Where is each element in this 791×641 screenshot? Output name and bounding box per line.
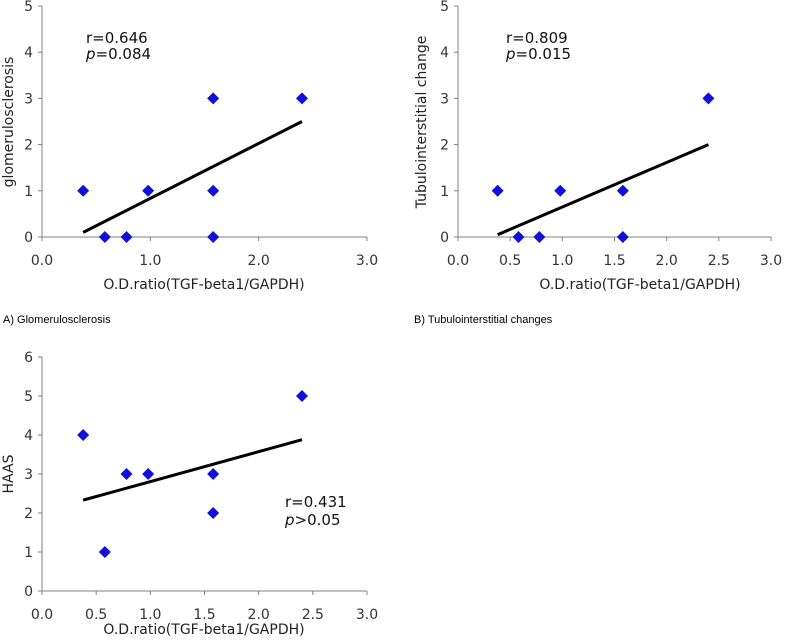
y-tick-label: 5 [24, 389, 33, 405]
panel-b-y-ticks: 0 1 2 3 4 5 [440, 0, 458, 246]
data-point-diamond [616, 231, 629, 243]
data-point-diamond [98, 231, 111, 243]
x-tick-label: 1.0 [551, 253, 573, 269]
x-tick-label: 2.5 [302, 607, 324, 623]
data-point-diamond [296, 92, 308, 105]
x-tick-label: 2.0 [248, 607, 270, 623]
data-point-diamond [77, 429, 90, 441]
x-tick-label: 0.5 [499, 253, 521, 269]
panel-a-y-axis-title: glomerulosclerosis [1, 57, 17, 188]
panel-b-trendline [497, 143, 709, 237]
panel-b-r-value: r=0.809 [506, 29, 568, 47]
panel-a-p-symbol: p [85, 45, 96, 63]
panel-a-x-axis-title: O.D.ratio(TGF-beta1/GAPDH) [103, 277, 304, 293]
y-tick-label: 1 [440, 184, 449, 200]
y-tick-label: 3 [440, 91, 449, 107]
panel-b-x-axis-title: O.D.ratio(TGF-beta1/GAPDH) [539, 277, 740, 293]
panel-c-p-symbol: p [284, 511, 295, 529]
panel-c-y-axis-title: HAAS [1, 454, 17, 493]
panel-a-caption: A) Glomerulosclerosis [3, 314, 111, 326]
panel-a-r-value: r=0.646 [86, 29, 148, 47]
y-tick-label: 4 [24, 45, 33, 61]
data-point-diamond [77, 184, 90, 197]
y-tick-label: 3 [24, 91, 33, 107]
panel-c-chart: 0 1 2 3 4 5 6 0.0 0.5 1.0 1.5 2.0 2.5 3.0 HAAS O.D.r… [1, 350, 378, 638]
y-tick-label: 1 [24, 545, 33, 561]
data-point-diamond [616, 184, 629, 197]
panel-a-y-ticks: 0 1 2 3 4 5 [24, 0, 42, 246]
panel-b-x-ticks: 0.0 0.5 1.0 1.5 2.0 2.5 3.0 [447, 237, 782, 269]
x-tick-label: 3.0 [356, 607, 378, 623]
x-tick-label: 0.0 [31, 607, 53, 623]
panel-c-p-value: p>0.05 [284, 511, 341, 529]
x-tick-label: 3.0 [760, 253, 782, 269]
x-tick-label: 1.0 [139, 607, 161, 623]
y-tick-label: 4 [440, 45, 449, 61]
panel-a-x-ticks: 0.0 1.0 2.0 3.0 [31, 237, 378, 269]
data-point-diamond [98, 546, 111, 558]
y-tick-label: 0 [24, 584, 33, 600]
panel-c-y-ticks: 0 1 2 3 4 5 6 [24, 350, 42, 600]
y-tick-label: 0 [440, 230, 449, 246]
data-point-diamond [207, 231, 220, 243]
x-tick-label: 0.0 [31, 253, 53, 269]
panel-a-p-value: p=0.084 [85, 45, 151, 63]
data-point-diamond [142, 468, 155, 480]
data-point-diamond [207, 184, 220, 197]
data-point-diamond [120, 468, 133, 480]
x-tick-label: 2.0 [248, 253, 270, 269]
y-tick-label: 2 [24, 138, 33, 154]
x-tick-label: 2.5 [708, 253, 730, 269]
data-point-diamond [207, 507, 220, 519]
data-point-diamond [142, 184, 155, 197]
panel-a-p-rest: =0.084 [96, 45, 152, 63]
x-tick-label: 1.5 [193, 607, 215, 623]
y-tick-label: 3 [24, 467, 33, 483]
panel-c-trendline [82, 438, 303, 502]
data-point-diamond [702, 92, 715, 105]
data-point-diamond [207, 92, 220, 105]
panel-c-x-ticks: 0.0 0.5 1.0 1.5 2.0 2.5 3.0 [31, 591, 378, 623]
panel-c-r-value: r=0.431 [285, 493, 347, 511]
x-tick-label: 1.5 [603, 253, 625, 269]
panel-a-trendline [82, 120, 303, 234]
x-tick-label: 2.0 [656, 253, 678, 269]
y-tick-label: 6 [24, 350, 33, 366]
panel-c-points [77, 390, 308, 558]
panel-c-x-axis-title: O.D.ratio(TGF-beta1/GAPDH) [103, 622, 304, 638]
y-tick-label: 0 [24, 230, 33, 246]
y-tick-label: 2 [24, 506, 33, 522]
panel-b-chart: 0 1 2 3 4 5 0.0 0.5 1.0 1.5 2.0 2.5 3.0 Tubulointer… [414, 0, 782, 293]
data-point-diamond [512, 231, 525, 243]
data-point-diamond [207, 468, 220, 480]
data-point-diamond [120, 231, 133, 243]
panel-b-p-symbol: p [505, 45, 516, 63]
data-point-diamond [491, 184, 504, 197]
y-tick-label: 4 [24, 428, 33, 444]
panel-c-p-rest: >0.05 [295, 511, 341, 529]
panel-b-points [491, 92, 715, 243]
panel-a-chart: 0 1 2 3 4 5 0.0 1.0 2.0 3.0 glomerulosclerosis O… [1, 0, 378, 293]
x-tick-label: 1.0 [139, 253, 161, 269]
data-point-diamond [296, 390, 308, 402]
data-point-diamond [533, 231, 546, 243]
x-tick-label: 0.5 [85, 607, 107, 623]
x-tick-label: 0.0 [447, 253, 469, 269]
y-tick-label: 1 [24, 184, 33, 200]
y-tick-label: 5 [440, 0, 449, 15]
data-point-diamond [554, 184, 567, 197]
panel-b-caption: B) Tubulointerstitial changes [414, 314, 553, 326]
y-tick-label: 5 [24, 0, 33, 15]
panel-b-p-value: p=0.015 [505, 45, 571, 63]
x-tick-label: 3.0 [356, 253, 378, 269]
y-tick-label: 2 [440, 138, 449, 154]
panel-b-p-rest: =0.015 [516, 45, 572, 63]
panel-a-points [77, 92, 308, 243]
panel-b-y-axis-title: Tubulointerstitial change [414, 36, 430, 210]
